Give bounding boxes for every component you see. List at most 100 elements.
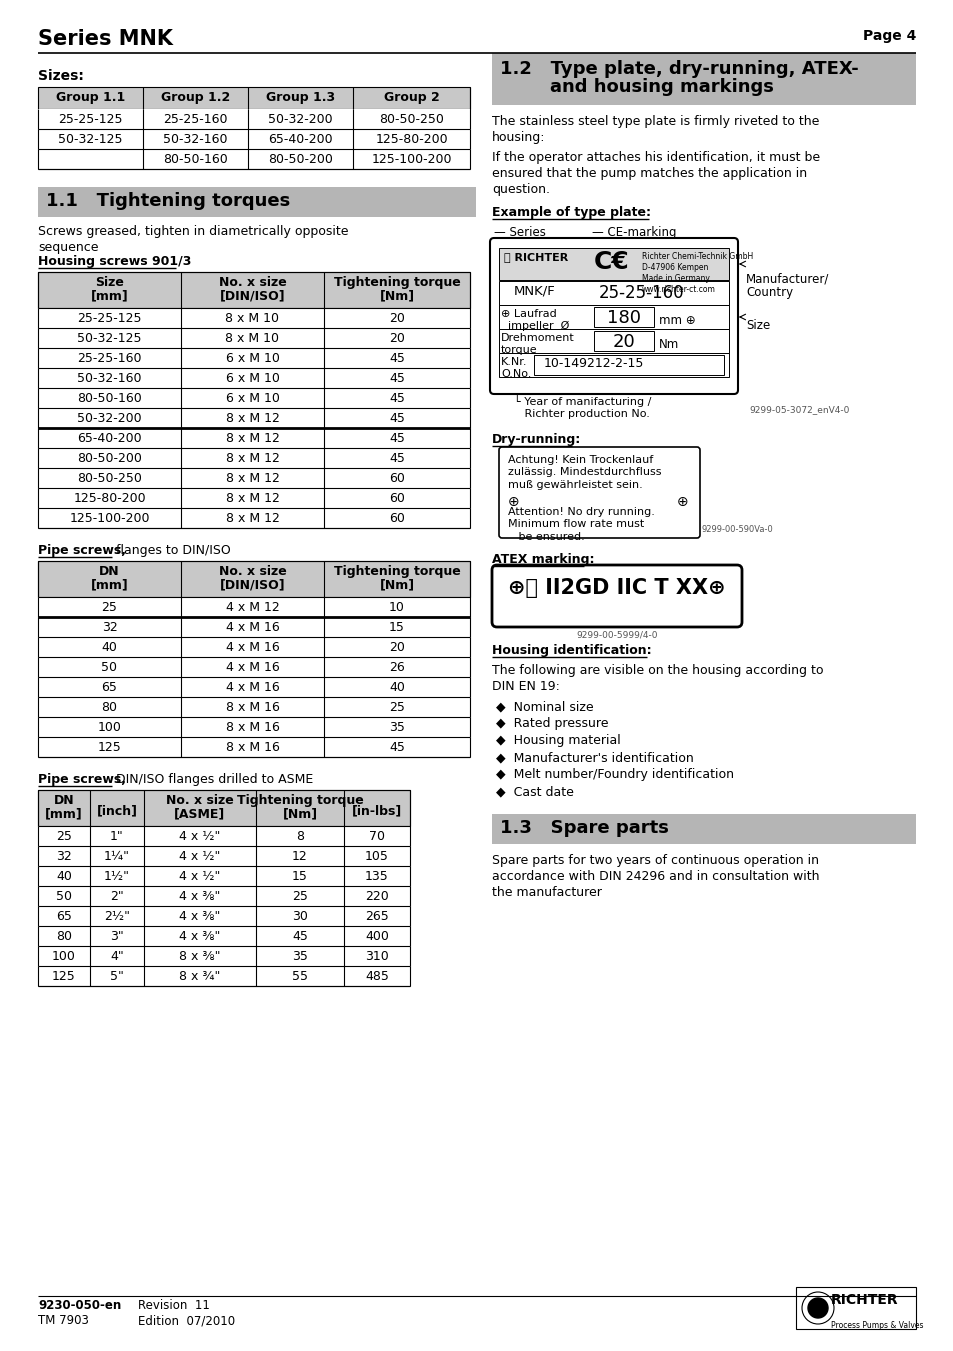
Text: ◆  Cast date: ◆ Cast date xyxy=(496,785,574,798)
Text: Nm: Nm xyxy=(659,338,679,351)
Text: The following are visible on the housing according to
DIN EN 19:: The following are visible on the housing… xyxy=(492,663,822,693)
Bar xyxy=(38,638,470,657)
Text: 8 x ¾": 8 x ¾" xyxy=(179,970,220,984)
Text: Edition  07/2010: Edition 07/2010 xyxy=(138,1315,234,1327)
Text: 35: 35 xyxy=(292,950,308,963)
Text: 80-50-250: 80-50-250 xyxy=(378,113,443,126)
Text: 45: 45 xyxy=(389,392,404,405)
Text: 4 x ⅜": 4 x ⅜" xyxy=(179,911,220,923)
FancyBboxPatch shape xyxy=(498,447,700,538)
Text: [in-lbs]: [in-lbs] xyxy=(352,804,402,817)
Bar xyxy=(498,305,728,330)
Text: 30: 30 xyxy=(292,911,308,923)
Text: ◆  Nominal size: ◆ Nominal size xyxy=(496,700,593,713)
Text: impeller  Ø: impeller Ø xyxy=(500,322,569,331)
Text: and housing markings: and housing markings xyxy=(499,78,773,96)
Text: [Nm]: [Nm] xyxy=(282,807,317,820)
Text: Revision  11: Revision 11 xyxy=(138,1300,210,1312)
Text: 6 x M 10: 6 x M 10 xyxy=(225,353,279,365)
Bar xyxy=(534,355,723,376)
Text: No. x size: No. x size xyxy=(218,565,286,578)
Text: Group 1.2: Group 1.2 xyxy=(161,91,230,104)
Text: 1": 1" xyxy=(110,830,124,843)
Bar xyxy=(38,907,410,925)
Bar xyxy=(38,866,410,886)
Bar xyxy=(38,349,470,367)
Text: Ⓡ RICHTER: Ⓡ RICHTER xyxy=(503,253,568,262)
Text: ◆  Manufacturer's identification: ◆ Manufacturer's identification xyxy=(496,751,693,765)
Text: Size: Size xyxy=(95,276,124,289)
Text: [DIN/ISO]: [DIN/ISO] xyxy=(219,578,285,590)
Text: Housing identification:: Housing identification: xyxy=(492,644,651,657)
Text: 15: 15 xyxy=(292,870,308,884)
Bar xyxy=(38,617,470,638)
Text: 55: 55 xyxy=(292,970,308,984)
Text: C€: C€ xyxy=(594,250,629,274)
Text: Group 1.3: Group 1.3 xyxy=(266,91,335,104)
Bar xyxy=(498,249,728,280)
Text: Group 2: Group 2 xyxy=(383,91,439,104)
Text: [inch]: [inch] xyxy=(96,804,137,817)
Text: 80: 80 xyxy=(56,929,71,943)
Text: 125: 125 xyxy=(52,970,76,984)
Text: 60: 60 xyxy=(389,471,404,485)
Text: ⊕Ⓕ II2GD IIC T XX⊕: ⊕Ⓕ II2GD IIC T XX⊕ xyxy=(508,578,725,598)
Text: DN: DN xyxy=(53,794,74,807)
Text: MNK/F: MNK/F xyxy=(514,285,556,299)
Text: ◆  Melt number/Foundry identification: ◆ Melt number/Foundry identification xyxy=(496,767,733,781)
Text: 125: 125 xyxy=(97,740,121,754)
Text: 20: 20 xyxy=(389,332,404,345)
Text: 40: 40 xyxy=(101,640,117,654)
Text: Pipe screws,: Pipe screws, xyxy=(38,544,126,557)
Text: 9299-00-590Va-0: 9299-00-590Va-0 xyxy=(701,526,773,534)
Text: 1¼": 1¼" xyxy=(104,850,130,863)
Text: Drehmoment: Drehmoment xyxy=(500,332,574,343)
Text: Manufacturer/: Manufacturer/ xyxy=(745,273,828,286)
Text: 8 x M 12: 8 x M 12 xyxy=(225,453,279,465)
Text: 135: 135 xyxy=(365,870,389,884)
Text: 35: 35 xyxy=(389,721,404,734)
Text: flanges to DIN/ISO: flanges to DIN/ISO xyxy=(112,544,231,557)
Text: Pipe screws,: Pipe screws, xyxy=(38,773,126,786)
Bar xyxy=(492,53,915,105)
Text: Group 1.1: Group 1.1 xyxy=(56,91,125,104)
Text: 180: 180 xyxy=(606,309,640,327)
Text: DN: DN xyxy=(99,565,120,578)
Bar xyxy=(38,428,470,449)
Bar xyxy=(38,790,410,825)
Text: 45: 45 xyxy=(389,412,404,426)
Circle shape xyxy=(807,1298,827,1319)
Text: 8 x ⅜": 8 x ⅜" xyxy=(179,950,220,963)
Text: 4 x ½": 4 x ½" xyxy=(179,870,220,884)
Text: 10-149212-2-15: 10-149212-2-15 xyxy=(543,357,643,370)
Text: 40: 40 xyxy=(56,870,71,884)
Text: 100: 100 xyxy=(97,721,121,734)
Text: RICHTER: RICHTER xyxy=(830,1293,898,1306)
Text: 1.3   Spare parts: 1.3 Spare parts xyxy=(499,819,668,838)
Text: 220: 220 xyxy=(365,890,389,902)
Text: 80-50-250: 80-50-250 xyxy=(77,471,142,485)
Text: 60: 60 xyxy=(389,492,404,505)
Bar xyxy=(38,717,470,738)
Text: 125-80-200: 125-80-200 xyxy=(375,132,447,146)
Text: 4 x ½": 4 x ½" xyxy=(179,850,220,863)
Text: 15: 15 xyxy=(389,621,404,634)
Text: 80-50-200: 80-50-200 xyxy=(77,453,142,465)
Text: K.Nr.: K.Nr. xyxy=(500,357,527,367)
Text: 6 x M 10: 6 x M 10 xyxy=(225,392,279,405)
Bar xyxy=(498,353,728,377)
Text: 60: 60 xyxy=(389,512,404,526)
Text: Country: Country xyxy=(745,286,792,299)
Text: 8 x M 12: 8 x M 12 xyxy=(225,412,279,426)
Bar xyxy=(38,886,410,907)
Text: 70: 70 xyxy=(369,830,385,843)
Text: 25-25-125: 25-25-125 xyxy=(77,312,142,326)
Bar xyxy=(594,331,654,351)
Text: 20: 20 xyxy=(389,312,404,326)
Text: 45: 45 xyxy=(389,353,404,365)
Text: 65-40-200: 65-40-200 xyxy=(268,132,333,146)
Text: 2½": 2½" xyxy=(104,911,130,923)
FancyBboxPatch shape xyxy=(490,238,738,394)
Text: 8 x M 10: 8 x M 10 xyxy=(225,312,279,326)
Text: 12: 12 xyxy=(292,850,308,863)
